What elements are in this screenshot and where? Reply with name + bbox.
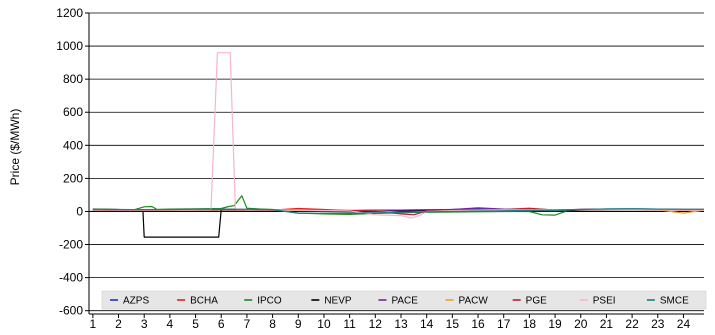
legend-label-smce: SMCE [660,296,689,307]
x-tick-label-15: 16 [471,317,485,331]
x-tick-label-11: 12 [369,317,383,331]
series-lines [92,52,705,238]
legend-label-pace: PACE [391,296,418,307]
x-tick-label-5: 6 [218,317,225,331]
x-tick-label-16: 17 [497,317,511,331]
legend-label-pacw: PACW [459,296,489,307]
x-tick-labels: 1 2 3 4 5 6 7 8 9 10 11 12 13 14 15 16 17 18 19 20 21 22 23 24 [90,317,691,331]
x-tick-label-7: 8 [269,317,276,331]
x-tick-label-4: 5 [192,317,199,331]
x-tick-label-8: 9 [295,317,302,331]
y-axis-label: Price ($/MWh) [8,109,22,186]
legend-label-nevp: NEVP [324,296,352,307]
y-tick-label-8: 1000 [56,39,83,53]
x-tick-label-1: 2 [115,317,122,331]
series-line-psei [92,52,705,219]
x-tick-label-22: 23 [651,317,665,331]
x-tick-label-0: 1 [90,317,97,331]
y-tick-label-6: 600 [63,105,83,119]
series-line-smce [92,208,704,214]
y-tick-label-3: 0 [76,204,83,218]
x-tick-label-20: 21 [600,317,614,331]
x-tick-label-19: 20 [574,317,588,331]
x-tick-label-21: 22 [625,317,639,331]
y-tick-labels: -600 -400 -200 0 200 400 600 800 1000 1200 [56,6,83,318]
x-tick-label-18: 19 [548,317,562,331]
y-tick-label-0: -600 [59,304,83,318]
y-tick-label-4: 200 [63,171,83,185]
x-tick-label-10: 11 [343,317,356,331]
legend-box [101,290,707,310]
gridlines [85,12,704,312]
legend-label-azps: AZPS [123,296,149,307]
x-tick-label-12: 13 [394,317,408,331]
x-tick-label-23: 24 [677,317,691,331]
legend-label-ipco: IPCO [257,296,282,307]
legend-label-psei: PSEI [593,296,616,307]
x-tick-label-17: 18 [523,317,537,331]
x-tick-label-13: 14 [420,317,434,331]
x-tick-label-14: 15 [446,317,460,331]
y-tick-label-1: -400 [59,271,83,285]
legend: AZPS BCHA IPCO NEVP PACE PACW PGE PSEI SMCE [101,290,707,310]
axes [88,13,704,318]
x-tick-label-6: 7 [244,317,251,331]
legend-label-pge: PGE [526,296,547,307]
y-tick-label-5: 400 [63,138,83,152]
y-tick-label-7: 800 [63,72,83,86]
x-tick-label-9: 10 [317,317,331,331]
x-tick-label-3: 4 [167,317,174,331]
y-tick-label-2: -200 [59,238,83,252]
y-tick-label-9: 1200 [56,6,83,20]
x-tick-label-2: 3 [141,317,148,331]
legend-label-bcha: BCHA [190,296,218,307]
